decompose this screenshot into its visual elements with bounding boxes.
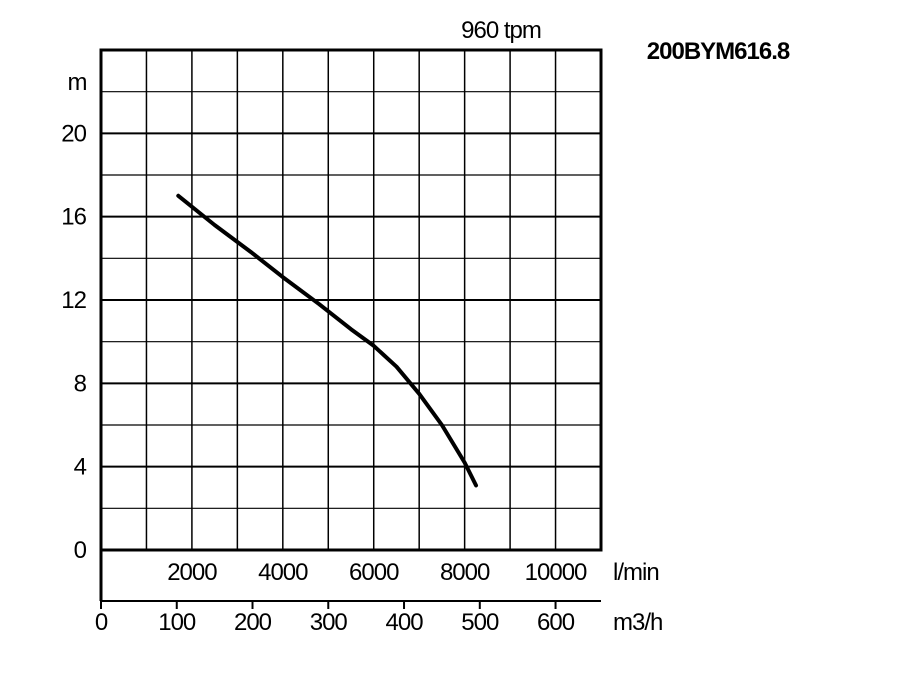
- pump-curve-line: [176, 193, 478, 488]
- x-tick-label-m3h: 500: [461, 609, 499, 636]
- x-tick-label-m3h: 100: [158, 609, 196, 636]
- x-tick-label-lmin: 10000: [525, 559, 587, 586]
- x-axis-unit-lmin: l/min: [613, 559, 659, 586]
- y-tick-label: 4: [74, 454, 87, 481]
- x-tick-label-lmin: 6000: [349, 559, 399, 586]
- y-tick-label: 0: [74, 537, 87, 564]
- x-tick-label-lmin: 8000: [440, 559, 490, 586]
- x-tick-label-m3h: 300: [310, 609, 348, 636]
- rpm-label: 960 tpm: [461, 17, 541, 44]
- y-tick-label: 16: [61, 204, 86, 231]
- x-tick-label-m3h: 600: [537, 609, 575, 636]
- y-axis-unit-label: m: [68, 69, 87, 96]
- model-title: 200BYM616.8: [647, 38, 790, 65]
- x-tick-label-lmin: 4000: [258, 559, 308, 586]
- chart-grid: [101, 50, 601, 550]
- x-tick-label-m3h: 0: [95, 609, 108, 636]
- y-tick-label: 20: [61, 120, 86, 147]
- x-tick-label-m3h: 200: [234, 609, 272, 636]
- y-tick-label: 12: [61, 287, 86, 314]
- x-axis-unit-m3h: m3/h: [613, 609, 662, 636]
- x-tick-label-lmin: 2000: [167, 559, 217, 586]
- x-tick-label-m3h: 400: [386, 609, 424, 636]
- chart-axes: [99, 50, 601, 609]
- y-tick-label: 8: [74, 370, 87, 397]
- chart-labels: 0 4 8 12 16 20 2000 4000 6000 8000 10000 0 100 200 300…: [61, 120, 588, 636]
